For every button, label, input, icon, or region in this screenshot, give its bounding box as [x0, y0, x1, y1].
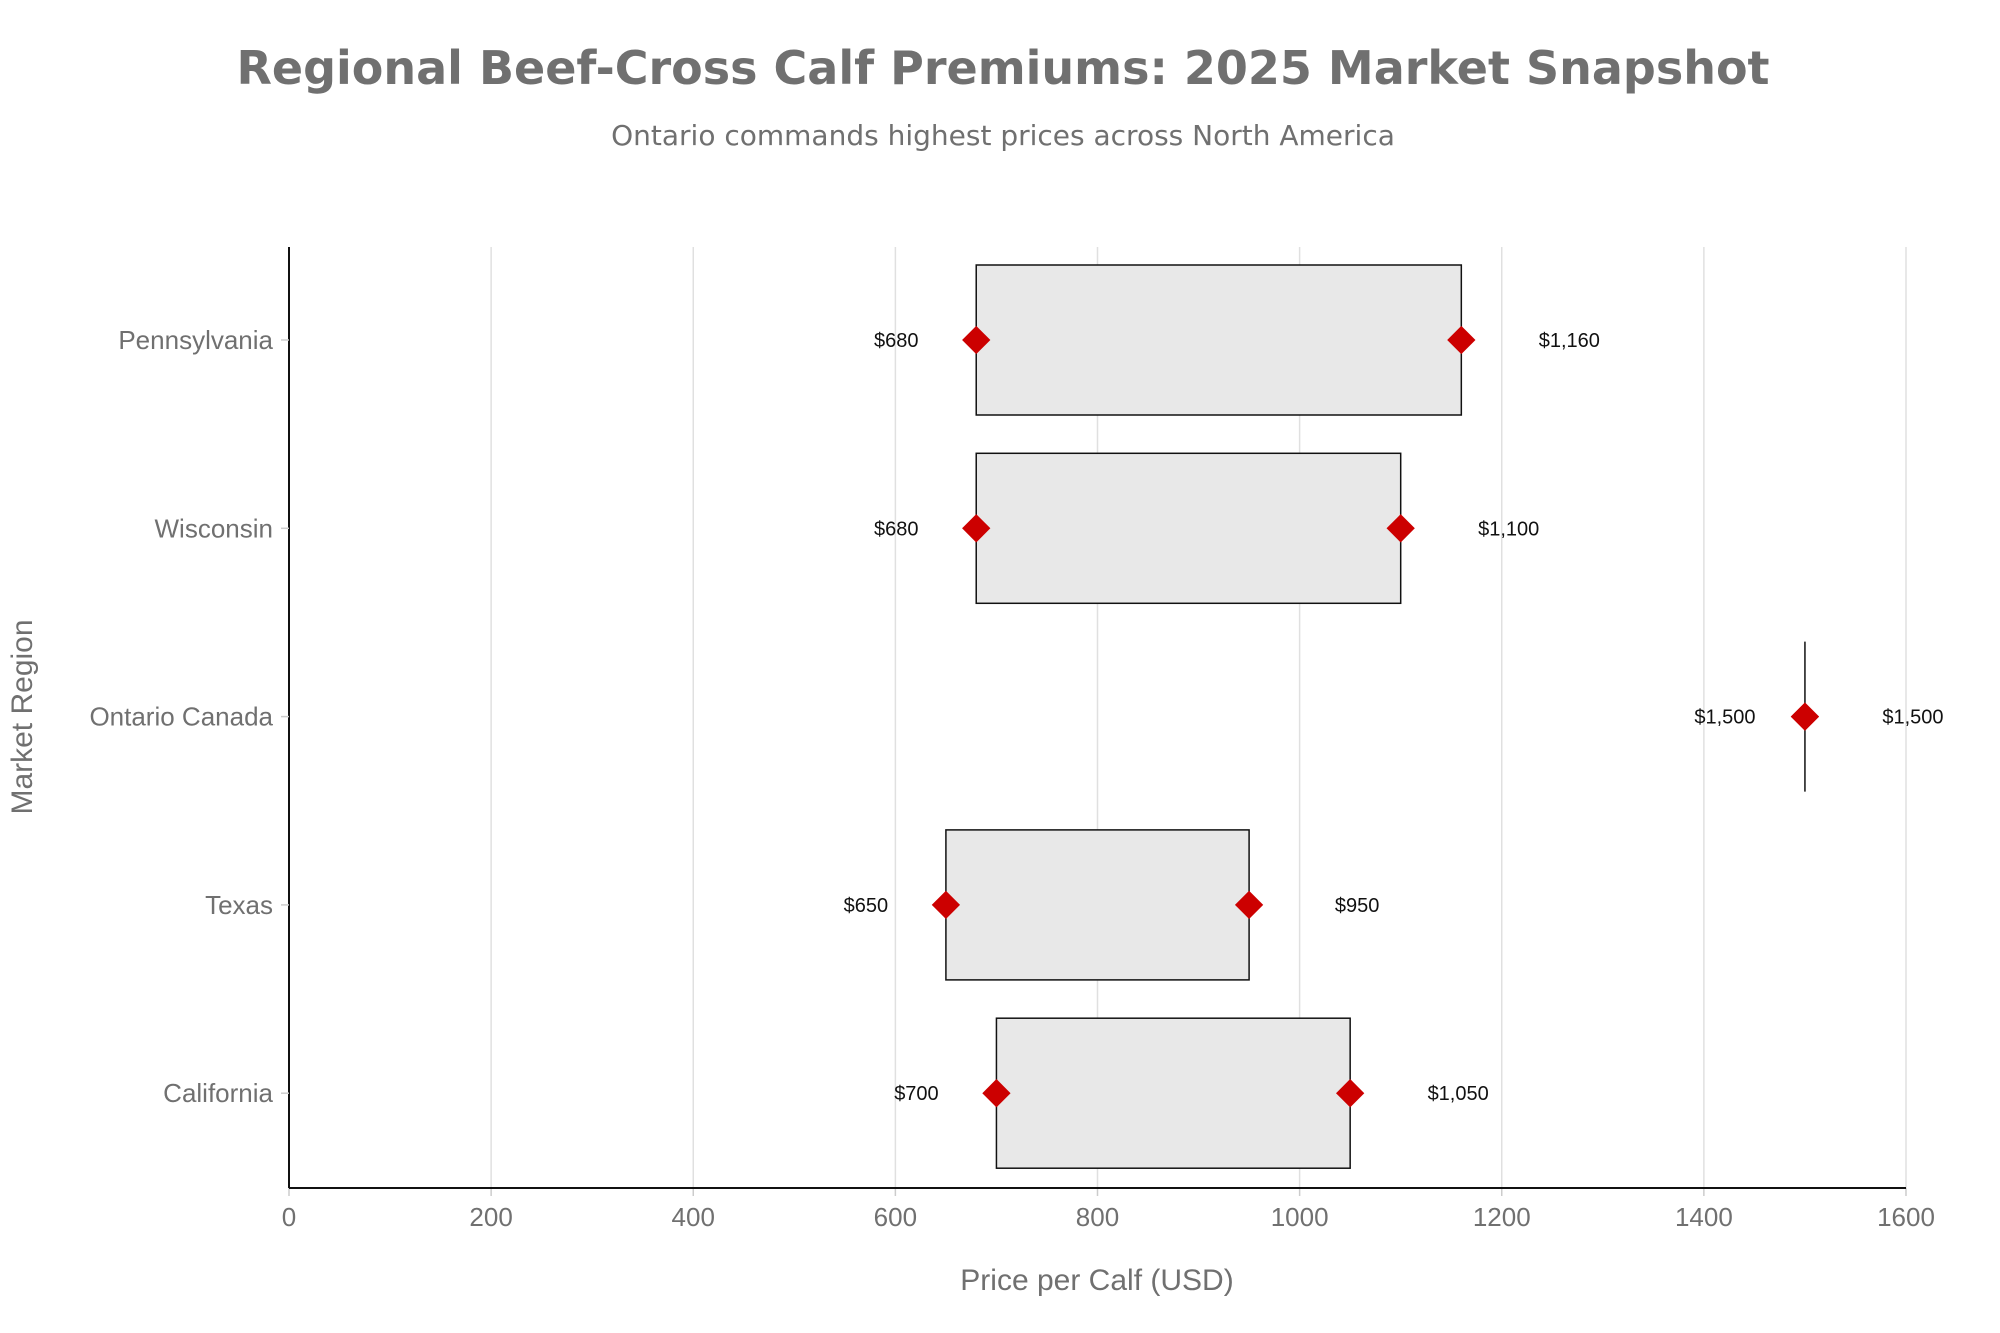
y-tick-label: California: [163, 1078, 273, 1108]
x-tick-label: 200: [469, 1202, 512, 1232]
low-marker: [962, 325, 991, 355]
x-tick-label: 1600: [1877, 1202, 1935, 1232]
high-marker: [1447, 325, 1476, 355]
y-tick-label: Pennsylvania: [118, 325, 273, 355]
low-marker: [962, 514, 991, 543]
chart-subtitle: Ontario commands highest prices across N…: [611, 119, 1395, 152]
x-tick-label: 0: [282, 1202, 296, 1232]
low-marker: [982, 1079, 1011, 1108]
high-marker: [1790, 702, 1820, 731]
y-tick-label: Texas: [205, 890, 273, 920]
chart-title: Regional Beef-Cross Calf Premiums: 2025 …: [236, 41, 1769, 95]
range-box: [945, 829, 1250, 981]
low-value-label: $650: [844, 895, 889, 917]
low-value-label: $1,500: [1694, 707, 1755, 729]
high-marker: [1234, 890, 1264, 920]
high-value-label: $1,500: [1882, 707, 1943, 729]
x-tick-label: 1400: [1675, 1202, 1733, 1232]
range-box: [995, 1017, 1351, 1169]
low-value-label: $680: [874, 518, 919, 540]
low-value-label: $700: [894, 1083, 939, 1105]
high-value-label: $1,100: [1478, 518, 1539, 540]
low-value-label: $680: [874, 330, 919, 352]
high-marker: [1386, 514, 1415, 543]
high-value-label: $1,160: [1539, 330, 1600, 352]
range-box: [975, 452, 1402, 605]
y-tick-label: Wisconsin: [155, 513, 273, 543]
x-tick-label: 600: [874, 1202, 917, 1232]
y-tick-label: Ontario Canada: [89, 702, 273, 732]
x-axis-label: Price per Calf (USD): [960, 1264, 1233, 1297]
x-tick-label: 400: [672, 1202, 715, 1232]
low-marker: [931, 890, 961, 920]
x-tick-label: 800: [1076, 1202, 1119, 1232]
x-tick-label: 1200: [1473, 1202, 1531, 1232]
y-axis-label: Market Region: [6, 619, 39, 814]
x-tick-label: 1000: [1271, 1202, 1329, 1232]
high-value-label: $950: [1335, 895, 1380, 917]
range-box: [975, 264, 1463, 416]
high-marker: [1336, 1079, 1365, 1108]
high-value-label: $1,050: [1428, 1083, 1489, 1105]
